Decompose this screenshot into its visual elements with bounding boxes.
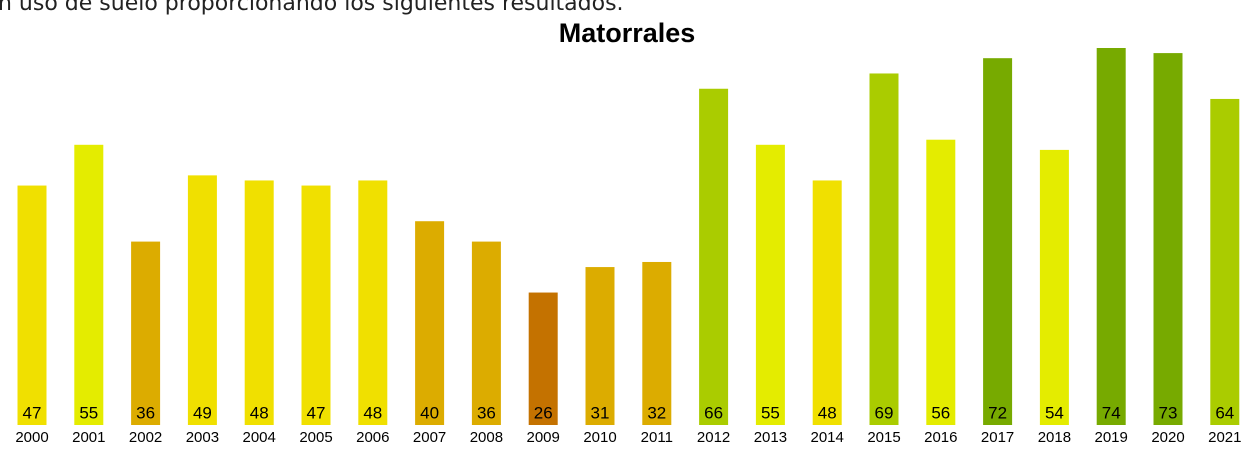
x-tick-label: 2020 bbox=[1151, 429, 1184, 446]
value-label: 49 bbox=[193, 403, 212, 422]
bar bbox=[471, 241, 501, 425]
bar bbox=[755, 144, 785, 425]
value-label: 69 bbox=[875, 403, 894, 422]
bar bbox=[301, 185, 331, 425]
value-label: 31 bbox=[591, 403, 610, 422]
value-label: 55 bbox=[79, 403, 98, 422]
x-tick-label: 2012 bbox=[697, 429, 730, 446]
bar bbox=[1153, 53, 1183, 425]
chart-title: Matorrales bbox=[559, 18, 696, 48]
value-label: 74 bbox=[1102, 403, 1121, 422]
bar bbox=[1210, 98, 1240, 425]
x-tick-label: 2004 bbox=[243, 429, 276, 446]
bar bbox=[244, 180, 274, 425]
value-label: 54 bbox=[1045, 403, 1064, 422]
bar bbox=[869, 73, 899, 426]
bar bbox=[358, 180, 388, 425]
bar bbox=[983, 58, 1013, 426]
intro-text: n uso de suelo proporcionando los siguie… bbox=[0, 0, 624, 16]
x-tick-label: 2018 bbox=[1038, 429, 1071, 446]
value-label: 26 bbox=[534, 403, 553, 422]
x-tick-label: 2000 bbox=[15, 429, 48, 446]
bar bbox=[585, 267, 615, 425]
x-tick-label: 2017 bbox=[981, 429, 1014, 446]
value-label: 32 bbox=[647, 403, 666, 422]
bar bbox=[812, 180, 842, 425]
bar bbox=[17, 185, 47, 425]
value-label: 48 bbox=[250, 403, 269, 422]
x-tick-label: 2019 bbox=[1095, 429, 1128, 446]
x-tick-label: 2015 bbox=[867, 429, 900, 446]
bar bbox=[1039, 149, 1069, 425]
bar bbox=[131, 241, 161, 425]
x-tick-label: 2016 bbox=[924, 429, 957, 446]
value-label: 55 bbox=[761, 403, 780, 422]
value-label: 48 bbox=[363, 403, 382, 422]
value-label: 66 bbox=[704, 403, 723, 422]
x-tick-label: 2014 bbox=[811, 429, 844, 446]
value-label: 56 bbox=[931, 403, 950, 422]
x-tick-label: 2002 bbox=[129, 429, 162, 446]
bar bbox=[528, 292, 558, 425]
x-tick-label: 2005 bbox=[299, 429, 332, 446]
bar bbox=[415, 221, 445, 425]
value-label: 72 bbox=[988, 403, 1007, 422]
bar bbox=[926, 139, 956, 425]
x-tick-label: 2007 bbox=[413, 429, 446, 446]
value-label: 48 bbox=[818, 403, 837, 422]
bar bbox=[1096, 48, 1126, 425]
x-tick-label: 2011 bbox=[641, 429, 673, 446]
x-tick-label: 2003 bbox=[186, 429, 219, 446]
x-tick-label: 2010 bbox=[583, 429, 616, 446]
value-label: 36 bbox=[477, 403, 496, 422]
bar bbox=[699, 88, 729, 425]
value-label: 36 bbox=[136, 403, 155, 422]
x-tick-label: 2009 bbox=[527, 429, 560, 446]
bar bbox=[642, 261, 672, 425]
x-tick-label: 2013 bbox=[754, 429, 787, 446]
bar bbox=[187, 175, 217, 425]
value-label: 47 bbox=[23, 403, 42, 422]
value-label: 47 bbox=[307, 403, 326, 422]
value-label: 73 bbox=[1159, 403, 1178, 422]
value-label: 40 bbox=[420, 403, 439, 422]
x-tick-label: 2021 bbox=[1208, 429, 1241, 446]
x-tick-label: 2001 bbox=[72, 429, 105, 446]
bar bbox=[74, 144, 104, 425]
x-tick-label: 2008 bbox=[470, 429, 503, 446]
value-label: 64 bbox=[1215, 403, 1234, 422]
x-tick-label: 2006 bbox=[356, 429, 389, 446]
